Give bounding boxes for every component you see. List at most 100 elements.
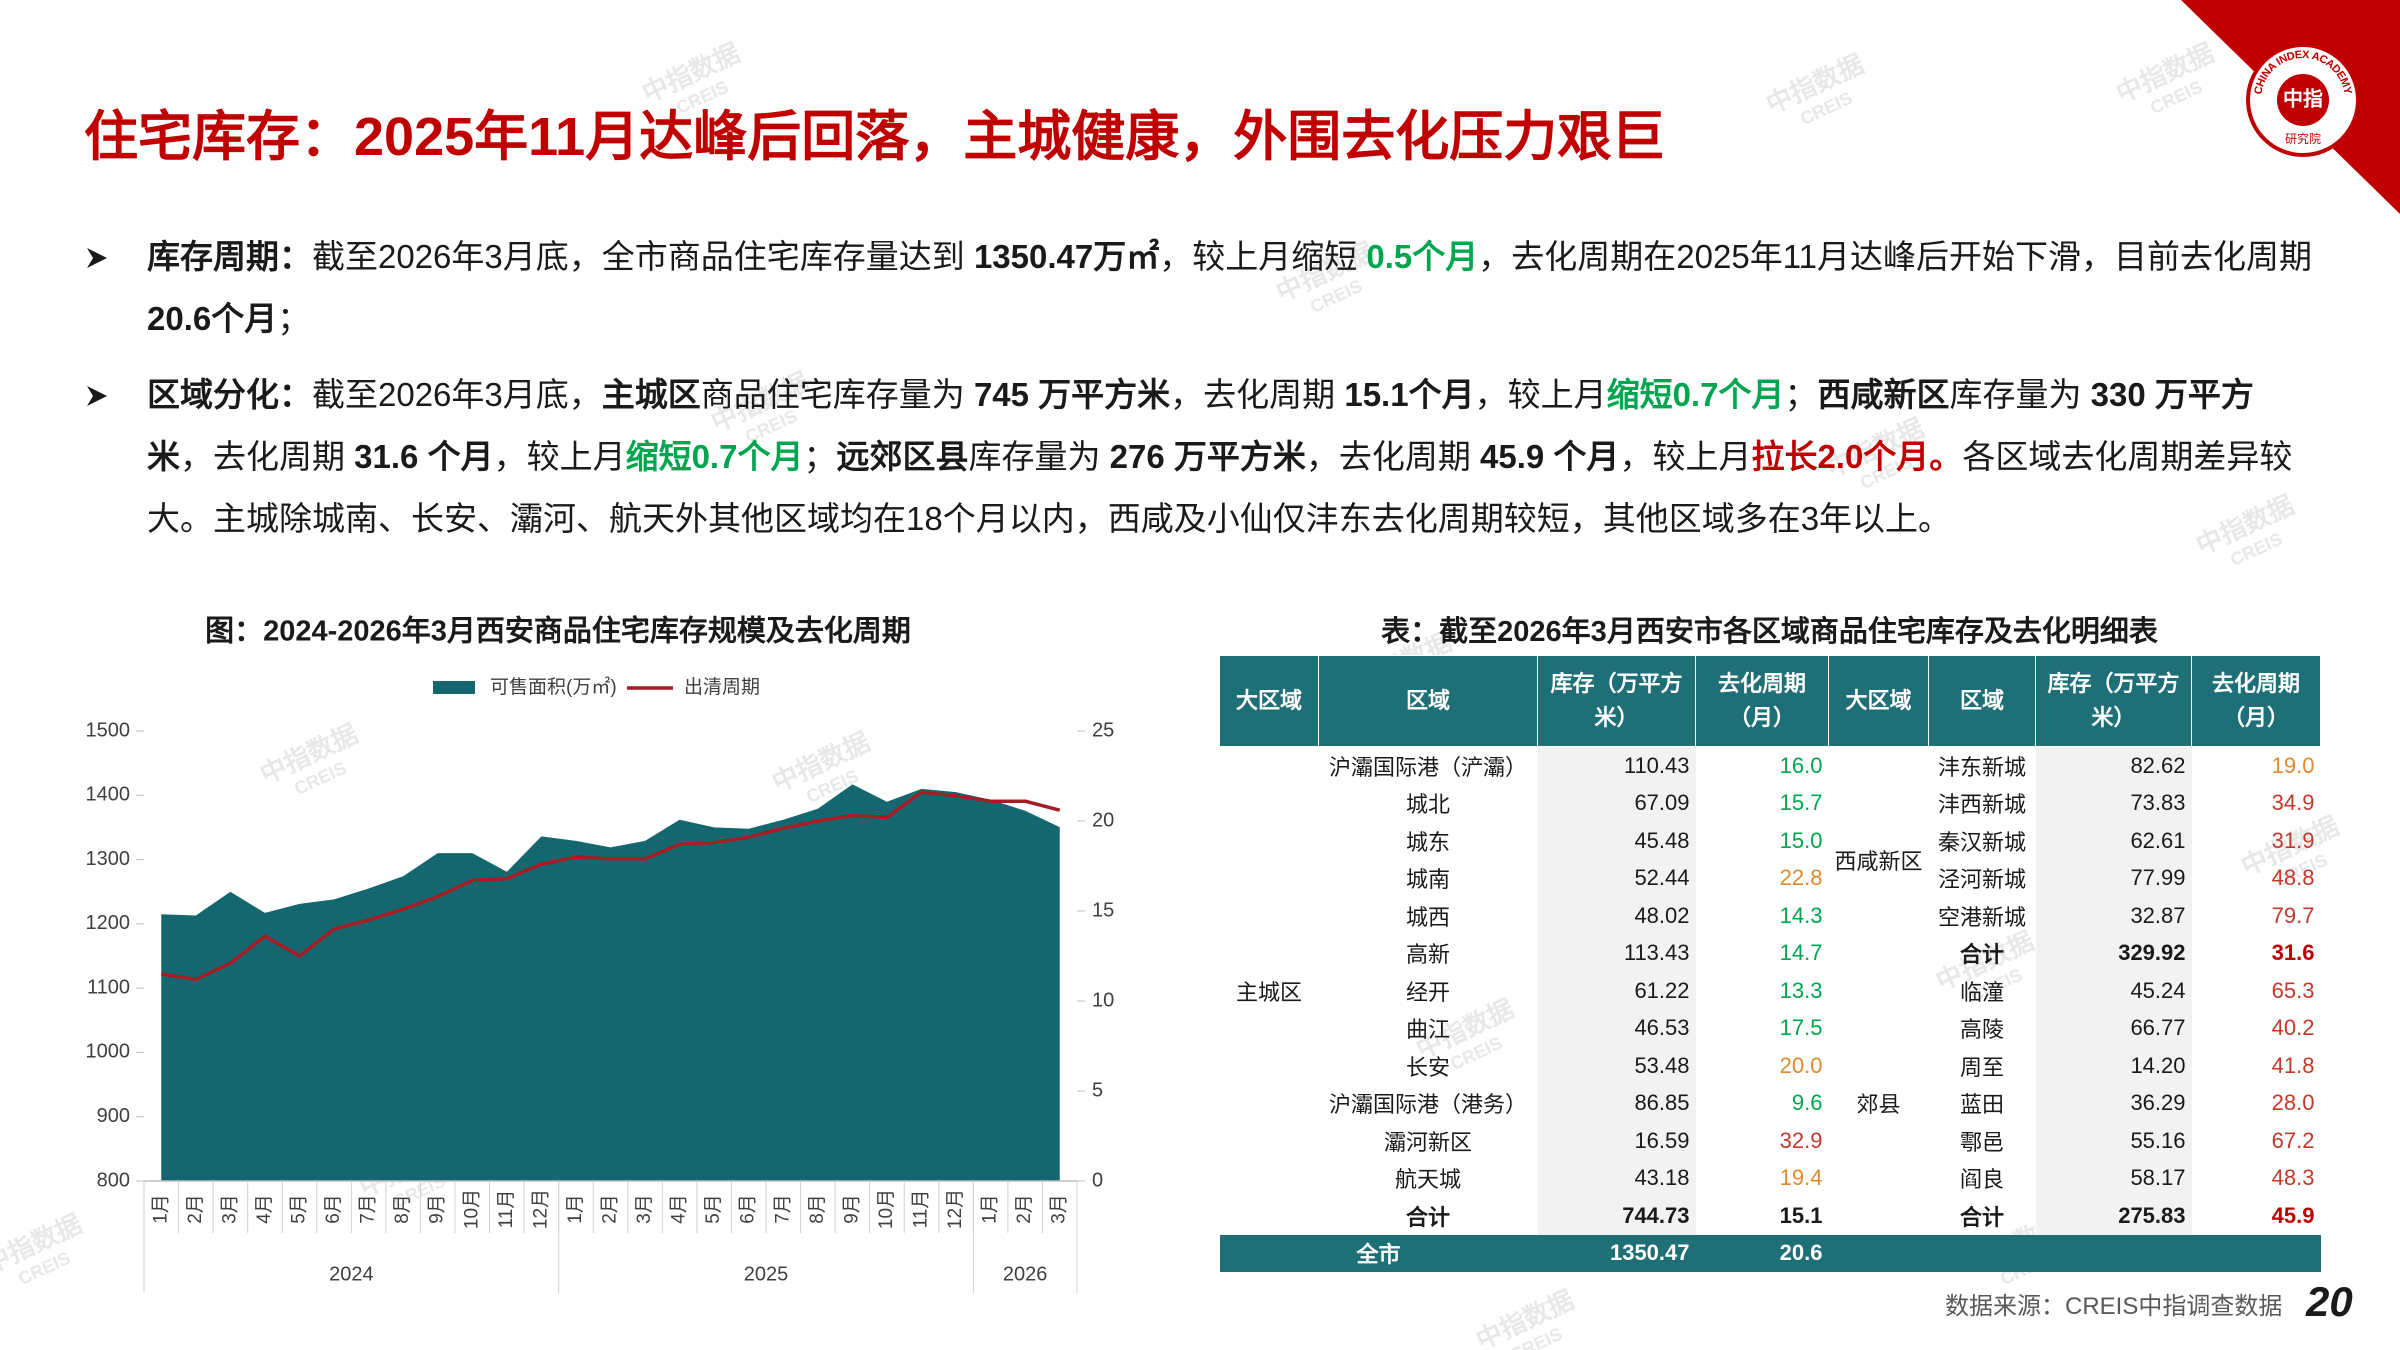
cycle-cell: 15.0 bbox=[1779, 827, 1823, 853]
table-row: 合计 744.73 15.1 合计 275.83 45.9 bbox=[1220, 1197, 2321, 1235]
table-row: 沪灞国际港（港务） 86.85 9.6 蓝田 36.29 28.0 bbox=[1220, 1084, 2321, 1122]
bullet-text: 库存量为 bbox=[968, 438, 1110, 475]
x-tick-label: 8月 bbox=[392, 1194, 413, 1224]
bullet-text: ，去化周期 bbox=[1170, 376, 1345, 413]
x-tick-label: 12月 bbox=[945, 1189, 966, 1229]
cycle-cell: 34.9 bbox=[2271, 790, 2315, 816]
bullet-text: ，较上月 bbox=[493, 438, 626, 475]
cycle-cell: 31.9 bbox=[2271, 827, 2315, 853]
x-tick-label: 9月 bbox=[427, 1194, 448, 1224]
group-cell: 主城区 bbox=[1235, 979, 1302, 1005]
bullet-text: 远郊区县 bbox=[836, 438, 969, 475]
header-cell: 区域 bbox=[1318, 655, 1538, 747]
bullet: 区域分化：截至2026年3月底，主城区商品住宅库存量为 745 万平方米，去化周… bbox=[87, 364, 2317, 550]
x-tick-label: 8月 bbox=[807, 1194, 828, 1224]
stock-cell: 73.83 bbox=[2035, 784, 2192, 822]
x-tick-label: 1月 bbox=[980, 1194, 1001, 1224]
stock-cell: 113.43 bbox=[1537, 934, 1696, 972]
table-row: 经开 61.22 13.3 郊县 临潼 45.24 65.3 bbox=[1220, 972, 2321, 1117]
header-cell: 去化周期（月） bbox=[2191, 655, 2321, 747]
stock-cell: 275.83 bbox=[2035, 1197, 2192, 1235]
table-row: 曲江 46.53 17.5 高陵 66.77 40.2 bbox=[1220, 1009, 2321, 1047]
cycle-cell: 15.1 bbox=[1779, 1202, 1823, 1228]
bullet-text: 西咸新区 bbox=[1817, 376, 1950, 413]
region-cell: 秦汉新城 bbox=[1937, 829, 2026, 855]
region-cell: 长安 bbox=[1405, 1054, 1450, 1080]
inventory-table: 大区域 区域 库存（万平方米） 去化周期（月） 大区域 区域 库存（万平方米） 去化周期（月）… bbox=[1219, 655, 2321, 1272]
bullet-arrow bbox=[87, 248, 107, 268]
region-cell: 周至 bbox=[1959, 1054, 2004, 1080]
cycle-cell: 67.2 bbox=[2271, 1127, 2315, 1153]
region-cell: 沪灞国际港（港务） bbox=[1328, 1092, 1527, 1118]
bullet-text: 15.1个月 bbox=[1344, 376, 1475, 413]
stock-cell: 86.85 bbox=[1537, 1084, 1696, 1122]
x-tick-label: 12月 bbox=[530, 1189, 551, 1229]
x-tick-label: 9月 bbox=[841, 1194, 862, 1224]
x-tick-label: 2月 bbox=[600, 1194, 621, 1224]
chart-title: 图：2024-2026年3月西安商品住宅库存规模及去化周期 bbox=[205, 614, 911, 648]
cycle-cell: 14.3 bbox=[1779, 902, 1823, 928]
cycle-cell: 79.7 bbox=[2271, 902, 2315, 928]
bullet-text: 330 万平方米 bbox=[147, 376, 2254, 475]
table-header: 大区域 区域 库存（万平方米） 去化周期（月） 大区域 区域 库存（万平方米） 去化周期（月） bbox=[1219, 655, 2321, 747]
bullet-text: 截至2026年3月底，全市商品住宅库存量达到 bbox=[312, 238, 974, 275]
region-cell: 合计 bbox=[1959, 942, 2004, 968]
x-tick-label: 2月 bbox=[185, 1194, 206, 1224]
bullet-text: 31.6 个月 bbox=[354, 438, 494, 475]
logo-center: 中指 bbox=[2283, 86, 2323, 110]
stock-cell: 46.53 bbox=[1537, 1009, 1696, 1047]
total-stock: 1350.47 bbox=[1537, 1234, 1696, 1272]
header-cell: 大区域 bbox=[1219, 655, 1319, 747]
x-tick-label: 1月 bbox=[150, 1194, 171, 1224]
stock-cell: 61.22 bbox=[1537, 972, 1696, 1010]
region-cell: 航天城 bbox=[1394, 1167, 1461, 1193]
bullet-text: 20.6个月 bbox=[147, 300, 278, 337]
table-title: 表：截至2026年3月西安市各区域商品住宅库存及去化明细表 bbox=[1381, 616, 2158, 648]
stock-cell: 45.48 bbox=[1537, 822, 1696, 860]
cycle-cell: 28.0 bbox=[2271, 1090, 2315, 1116]
stock-cell: 32.87 bbox=[2035, 897, 2192, 935]
bullet-arrow bbox=[87, 386, 107, 406]
stock-cell: 110.43 bbox=[1537, 746, 1696, 785]
stock-cell: 744.73 bbox=[1537, 1197, 1696, 1235]
header-cell: 大区域 bbox=[1828, 655, 1929, 747]
cycle-cell: 20.0 bbox=[1779, 1052, 1823, 1078]
x-tick-label: 6月 bbox=[738, 1194, 759, 1224]
region-cell: 合计 bbox=[1959, 1204, 2004, 1230]
cycle-cell: 48.8 bbox=[2271, 865, 2315, 891]
x-tick-label: 6月 bbox=[323, 1194, 344, 1224]
cycle-cell: 19.0 bbox=[2271, 752, 2315, 778]
region-cell: 鄠邑 bbox=[1959, 1129, 2004, 1155]
table-row: 主城区 沪灞国际港（浐灞） 110.43 16.0 西咸新区 沣东新城 82.62 19.0 bbox=[1220, 746, 2321, 1005]
bullet-text: ，去化周期 bbox=[1305, 438, 1481, 475]
bullet-text: 0.5个月 bbox=[1366, 238, 1479, 275]
cycle-cell: 17.5 bbox=[1779, 1015, 1823, 1041]
y-tick-label: 1100 bbox=[87, 976, 130, 998]
region-cell: 沪灞国际港（浐灞） bbox=[1328, 754, 1527, 780]
bullet-text: ，较上月 bbox=[1619, 438, 1752, 475]
bullet-text: ，较上月 bbox=[1474, 376, 1607, 413]
bullet-text: 45.9 个月 bbox=[1480, 438, 1620, 475]
cycle-cell: 31.6 bbox=[2271, 940, 2315, 966]
stock-cell: 45.24 bbox=[2035, 972, 2192, 1010]
region-cell: 阎良 bbox=[1959, 1167, 2004, 1193]
region-cell: 灞河新区 bbox=[1383, 1129, 1472, 1155]
bullet-text: 截至2026年3月底， bbox=[312, 376, 602, 413]
group-cell: 西咸新区 bbox=[1834, 848, 1923, 874]
y-tick-label: 1200 bbox=[86, 912, 131, 934]
table-row: 高新 113.43 14.7 合计 329.92 31.6 bbox=[1220, 934, 2321, 972]
y-tick-label: 1300 bbox=[86, 848, 131, 870]
x-group-label: 2024 bbox=[329, 1263, 374, 1285]
table-row: 灞河新区 16.59 32.9 鄠邑 55.16 67.2 bbox=[1220, 1122, 2321, 1160]
bullet-text: 缩短0.7个月 bbox=[625, 438, 804, 475]
region-cell: 曲江 bbox=[1405, 1017, 1450, 1043]
cycle-cell: 22.8 bbox=[1779, 865, 1823, 891]
y-tick-label: 900 bbox=[97, 1105, 130, 1127]
table-row: 城南 52.44 22.8 泾河新城 77.99 48.8 bbox=[1220, 859, 2321, 897]
page-number: 20 bbox=[2306, 1278, 2353, 1325]
table-row: 长安 53.48 20.0 周至 14.20 41.8 bbox=[1220, 1047, 2321, 1085]
